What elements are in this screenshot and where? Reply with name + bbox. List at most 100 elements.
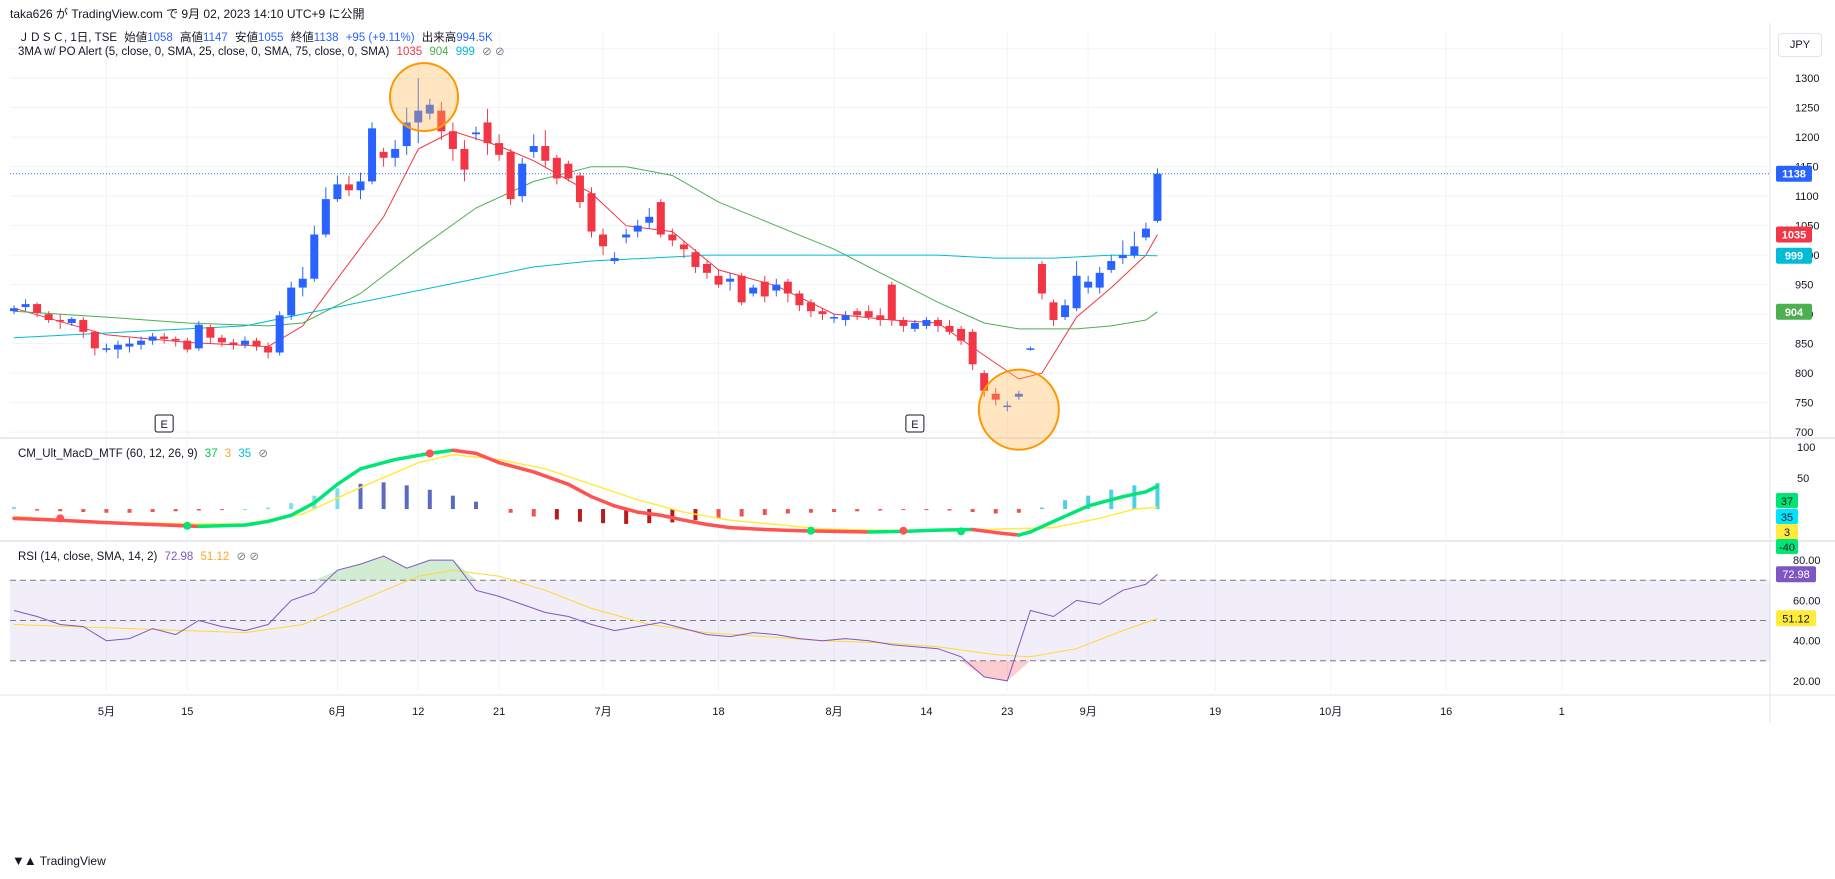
hide-icon[interactable]: ⊘ [258,448,269,460]
ma75-value: 999 [455,46,475,58]
candle-body [102,348,111,350]
candle-body [691,252,700,267]
macd-histogram-bar [58,509,63,512]
macd-histogram-bar [219,509,224,511]
last-price-label: 1138 [1782,169,1806,181]
macd-histogram-bar [104,509,109,513]
macd-value-label: 3 [1784,527,1790,539]
ma25-value: 904 [429,46,449,58]
candle-body [541,146,550,161]
candle-body [783,281,792,294]
ma-line [13,254,1158,339]
macd-histogram-bar [173,509,178,512]
macd-line-segment [289,501,317,517]
macd-cross-dot [425,449,434,458]
symbol-name: ＪＤＳＣ, 1日, TSE [18,32,118,44]
candle-body [1003,405,1012,408]
earnings-marker-label: E [160,419,167,431]
chart-frame[interactable]: 5月156月12217月188月14239月1910月1611350130012… [0,23,1835,848]
candle-body [910,322,919,329]
candle-body [506,151,515,200]
ma-title: 3MA w/ PO Alert (5, close, 0, SMA, 25, c… [18,46,390,58]
macd-line-segment [970,527,998,535]
brand-footer[interactable]: ▼▲ TradingView [12,853,106,868]
x-tick-label: 12 [412,706,424,718]
ma25-label: 904 [1785,307,1804,319]
currency-button[interactable]: JPY [1778,33,1822,57]
candle-body [726,278,735,282]
candle-body [703,263,711,273]
candle-body [633,225,642,232]
candle-body [217,337,226,343]
macd-histogram-bar [855,509,860,512]
candle-body [483,122,492,144]
rsi-tick-label: 80.00 [1793,555,1821,567]
candle-body [968,331,977,365]
x-tick-label: 15 [181,706,193,718]
x-tick-label: 18 [712,706,724,718]
chart-canvas[interactable]: 5月156月12217月188月14239月1910月1611350130012… [0,23,1835,848]
candle-body [90,331,99,349]
candle-body [876,315,885,321]
rsi-overbought-fill [314,556,476,581]
macd-histogram-bar [358,483,363,510]
symbol-legend: ＪＤＳＣ, 1日, TSE 始値1058 高値1147 安値1055 終値113… [18,29,497,45]
macd-value-label-bg [1776,493,1798,508]
x-tick-label: 1 [1559,706,1565,718]
candle-body [957,328,966,341]
candle-body [310,234,319,279]
candle-body [67,318,76,323]
candle-body [356,181,365,191]
macd-line-segment [832,529,871,534]
macd-legend[interactable]: CM_Ult_MacD_MTF (60, 12, 26, 9) 37 3 35 … [18,446,272,460]
macd-value-3: 35 [238,448,252,460]
candle-body [887,284,896,321]
candle-body [241,340,249,345]
macd-line-segment [266,513,293,524]
close-label: 終値 [290,32,314,44]
y-tick-label: 700 [1795,427,1813,439]
x-tick-label: 10月 [1319,706,1342,718]
macd-line-segment [901,528,940,534]
candle-body [402,122,411,147]
last-price-label-bg [1776,165,1812,182]
candle-body [206,327,215,338]
candle-body [1141,228,1150,238]
candle-body [806,302,815,312]
rsi-tick-label: 20.00 [1793,676,1821,688]
rsi-tick-label: 40.00 [1793,636,1821,648]
candle-body [749,287,758,294]
macd-line-segment [1086,494,1125,508]
macd-line-segment [994,530,1021,537]
macd-line-segment [358,457,397,471]
x-tick-label: 16 [1440,706,1452,718]
macd-line-segment [58,518,109,525]
candle-body [148,336,157,341]
candle-body [529,146,538,152]
change-value: +95 (+9.11%) [345,32,415,44]
candle-body [1153,173,1162,221]
high-value: 1147 [203,32,228,44]
candle-body [830,317,839,319]
ma-legend[interactable]: 3MA w/ PO Alert (5, close, 0, SMA, 25, c… [18,44,509,58]
earnings-marker-label: E [911,419,918,431]
rsi-title: RSI (14, close, SMA, 14, 2) [18,551,158,563]
rsi-value-label-bg [1776,566,1816,583]
hide-icon[interactable]: ⊘ ⊘ [482,46,505,58]
macd-line-segment [866,529,906,534]
hide-icon[interactable]: ⊘ ⊘ [236,551,259,563]
macd-histogram-bar [150,509,155,513]
rsi-legend[interactable]: RSI (14, close, SMA, 14, 2) 72.98 51.12 … [18,549,263,563]
candle-body [79,320,88,332]
candle-body [344,184,353,191]
macd-cross-dot [183,521,192,530]
rsi-line [13,555,1158,682]
x-tick-label: 5月 [98,706,115,718]
candle-body [1095,272,1104,288]
y-tick-label: 950 [1795,280,1813,292]
candle-body [264,346,273,353]
candle-body [610,258,619,262]
macd-histogram-bar [474,501,478,510]
rsi-value-2: 51.12 [200,551,230,563]
candle-body [252,340,261,347]
